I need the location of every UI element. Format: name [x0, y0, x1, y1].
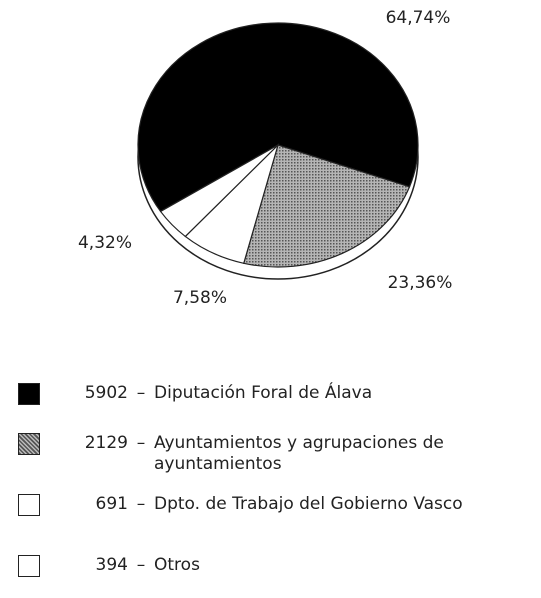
- value-label: 23,36%: [388, 273, 453, 293]
- legend-item: 2129– Ayuntamientos y agrupaciones de ayu…: [18, 433, 533, 475]
- value-label: 7,58%: [173, 288, 227, 308]
- legend-label: Dpto. de Trabajo del Gobierno Vasco: [154, 494, 463, 514]
- value-label: 64,74%: [386, 8, 451, 28]
- legend-count: 691: [95, 494, 128, 514]
- legend-item: 691– Dpto. de Trabajo del Gobierno Vasco: [18, 494, 533, 516]
- legend-count: 5902: [84, 383, 128, 403]
- chart: 64,74% 23,36% 7,58% 4,32%: [78, 8, 453, 308]
- legend-swatch: [18, 555, 40, 577]
- legend-separator: –: [136, 494, 146, 514]
- legend-swatch: [18, 494, 40, 516]
- legend-swatch: [18, 433, 40, 455]
- legend-count: 2129: [84, 433, 128, 453]
- legend-label: Diputación Foral de Álava: [154, 383, 373, 403]
- pie-slice: [242, 144, 411, 268]
- legend-label: Ayuntamientos y agrupaciones de ayuntami…: [154, 433, 444, 474]
- value-label: 4,32%: [78, 233, 132, 253]
- pie-slice: [137, 22, 419, 213]
- legend-separator: –: [136, 383, 146, 403]
- legend-swatch: [18, 383, 40, 405]
- legend-label: Otros: [154, 555, 200, 575]
- pie-slice: [159, 144, 279, 238]
- legend-count: 394: [95, 555, 128, 575]
- legend-item: 5902– Diputación Foral de Álava: [18, 383, 533, 405]
- legend-separator: –: [136, 433, 146, 453]
- legend-separator: –: [136, 555, 146, 575]
- legend-item: 394– Otros: [18, 555, 533, 577]
